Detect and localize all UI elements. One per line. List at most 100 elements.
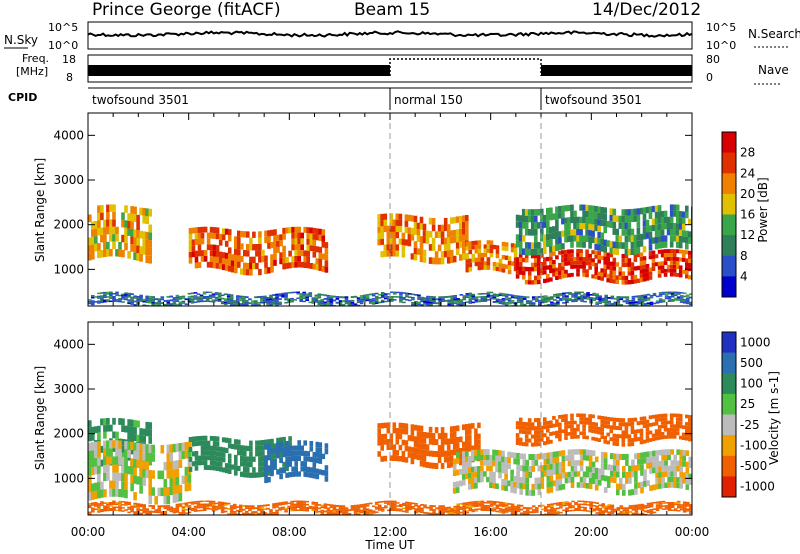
echo-cell: [163, 495, 168, 505]
echo-cell: [504, 255, 509, 260]
echo-cell: [660, 253, 665, 258]
echo-cell: [127, 433, 131, 440]
echo-cell: [588, 425, 592, 429]
echo-cell: [678, 211, 683, 218]
echo-cell: [130, 447, 134, 455]
echo-cell: [618, 434, 623, 439]
echo-cell: [507, 269, 512, 275]
echo-cell: [383, 250, 388, 257]
echo-cell: [440, 257, 445, 265]
echo-cell: [395, 439, 400, 445]
echo-cell: [133, 244, 137, 253]
echo-cell: [527, 438, 532, 443]
echo-cell: [489, 500, 494, 503]
echo-cell: [435, 517, 439, 519]
echo-cell: [258, 243, 262, 251]
echo-cell: [525, 300, 530, 303]
echo-cell: [426, 295, 430, 298]
echo-cell: [356, 506, 361, 509]
echo-cell: [230, 266, 235, 273]
echo-cell: [317, 507, 322, 510]
echo-cell: [148, 444, 152, 454]
echo-cell: [507, 301, 512, 303]
echo-cell: [428, 231, 433, 238]
echo-cell: [543, 441, 547, 446]
echo-cell: [88, 245, 92, 253]
echo-cell: [443, 456, 448, 463]
echo-cell: [142, 509, 146, 512]
echo-cell: [612, 215, 617, 222]
echo-cell: [305, 500, 309, 503]
echo-cell: [595, 303, 599, 305]
echo-cell: [639, 432, 644, 437]
echo-cell: [667, 476, 671, 483]
echo-cell: [558, 437, 562, 442]
echo-cell: [688, 430, 692, 434]
echo-cell: [667, 508, 672, 510]
echo-cell: [633, 234, 638, 242]
echo-cell: [359, 509, 364, 512]
echo-cell: [169, 510, 174, 513]
echo-cell: [115, 488, 119, 497]
echo-cell: [359, 300, 364, 303]
echo-cell: [471, 301, 476, 304]
echo-cell: [133, 295, 137, 298]
echo-cell: [285, 441, 289, 447]
echo-cell: [303, 250, 307, 257]
echo-cell: [658, 449, 662, 456]
echo-cell: [682, 501, 687, 504]
echo-cell: [583, 300, 587, 303]
echo-cell: [585, 253, 589, 258]
echo-cell: [595, 508, 599, 511]
echo-cell: [193, 298, 198, 300]
echo-cell: [408, 503, 412, 506]
echo-cell: [318, 253, 323, 259]
echo-cell: [308, 301, 313, 304]
echo-cell: [661, 500, 666, 503]
echo-cell: [97, 432, 101, 440]
echo-cell: [517, 307, 521, 309]
cpid-segment-label: normal 150: [394, 93, 463, 107]
echo-cell: [368, 512, 373, 515]
echo-cell: [504, 295, 509, 297]
echo-cell: [562, 509, 566, 512]
echo-cell: [245, 507, 249, 509]
echo-cell: [267, 454, 271, 461]
echo-cell: [528, 300, 533, 303]
echo-cell: [398, 213, 403, 220]
echo-cell: [362, 298, 367, 300]
echo-cell: [613, 477, 617, 484]
echo-cell: [686, 296, 690, 298]
echo-cell: [392, 450, 397, 456]
echo-cell: [407, 452, 412, 458]
echo-cell: [515, 214, 520, 222]
echo-cell: [524, 434, 529, 439]
echo-cell: [492, 508, 497, 511]
echo-cell: [395, 428, 400, 434]
echo-cell: [246, 445, 250, 452]
echo-cell: [483, 449, 487, 455]
echo-cell: [288, 472, 292, 478]
echo-cell: [97, 503, 101, 505]
echo-cell: [264, 444, 268, 450]
echo-cell: [537, 266, 541, 272]
echo-cell: [112, 506, 116, 508]
echo-cell: [660, 235, 665, 242]
echo-cell: [447, 516, 451, 518]
echo-cell: [377, 239, 381, 246]
echo-cell: [567, 424, 571, 429]
echo-cell: [205, 300, 210, 302]
echo-cell: [389, 433, 394, 439]
echo-cell: [688, 250, 692, 255]
echo-cell: [573, 449, 578, 455]
echo-cell: [221, 252, 226, 259]
echo-cell: [543, 433, 547, 438]
echo-cell: [486, 476, 490, 483]
echo-cell: [663, 210, 668, 217]
echo-cell: [449, 236, 454, 244]
echo-cell: [299, 293, 303, 295]
echo-cell: [663, 253, 668, 258]
echo-cell: [446, 444, 451, 451]
echo-cell: [636, 234, 641, 241]
echo-cell: [585, 223, 589, 230]
